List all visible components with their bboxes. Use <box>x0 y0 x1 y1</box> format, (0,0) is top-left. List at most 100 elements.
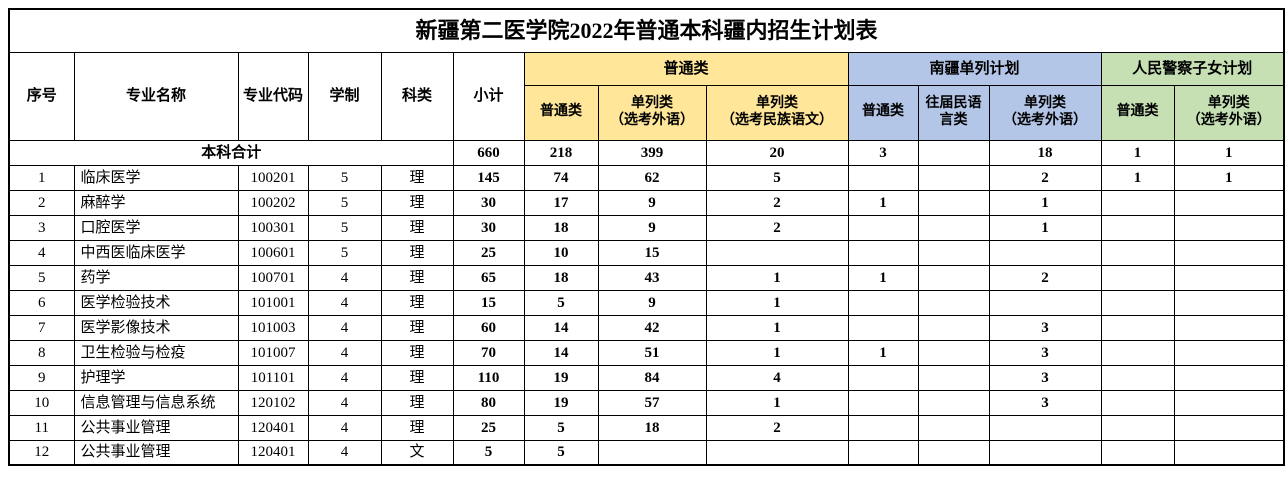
cell-police-regular <box>1100 214 1175 241</box>
cell-major-name: 公共事业管理 <box>73 439 239 466</box>
cell-major-code: 120102 <box>237 389 309 416</box>
cell-police-single-foreign <box>1173 264 1285 291</box>
cell-major-name: 医学检验技术 <box>73 289 239 316</box>
cell-subtotal: 145 <box>452 164 525 191</box>
subcol-single-minority-lang: 单列类 （选考民族语文） <box>705 84 849 141</box>
cell-sx-past-minority-lang <box>917 364 990 391</box>
cell-regular: 19 <box>523 364 599 391</box>
cell-years: 5 <box>307 164 382 191</box>
summary-label: 本科合计 <box>8 139 454 166</box>
cell-regular: 17 <box>523 189 599 216</box>
cell-single-minority-lang: 1 <box>705 339 849 366</box>
cell-seq: 8 <box>8 339 75 366</box>
cell-police-regular <box>1100 414 1175 441</box>
cell-single-minority-lang: 1 <box>705 389 849 416</box>
cell-single-foreign: 43 <box>597 264 707 291</box>
cell-police-single-foreign <box>1173 314 1285 341</box>
cell-major-code: 101001 <box>237 289 309 316</box>
cell-category: 理 <box>380 264 454 291</box>
cell-category: 理 <box>380 289 454 316</box>
cell-police-regular <box>1100 364 1175 391</box>
cell-police-single-foreign <box>1173 239 1285 266</box>
col-header-category: 科类 <box>380 51 454 141</box>
cell-regular: 5 <box>523 439 599 466</box>
cell-category: 理 <box>380 214 454 241</box>
summary-cell-single-foreign: 399 <box>597 139 707 166</box>
cell-seq: 3 <box>8 214 75 241</box>
cell-major-code: 100201 <box>237 164 309 191</box>
summary-cell-subtotal: 660 <box>452 139 525 166</box>
cell-sx-regular <box>847 314 919 341</box>
cell-subtotal: 15 <box>452 289 525 316</box>
cell-sx-regular <box>847 239 919 266</box>
cell-years: 4 <box>307 339 382 366</box>
cell-years: 4 <box>307 289 382 316</box>
cell-sx-single-foreign: 2 <box>988 164 1102 191</box>
cell-single-minority-lang: 2 <box>705 414 849 441</box>
cell-major-code: 100601 <box>237 239 309 266</box>
cell-single-foreign: 62 <box>597 164 707 191</box>
cell-sx-past-minority-lang <box>917 289 990 316</box>
cell-seq: 4 <box>8 239 75 266</box>
cell-major-name: 口腔医学 <box>73 214 239 241</box>
summary-cell-single-minority-lang: 20 <box>705 139 849 166</box>
cell-sx-single-foreign: 1 <box>988 189 1102 216</box>
table-row: 9 护理学 101101 4 理 110 19 84 4 3 <box>8 364 1285 391</box>
summary-cell-police-single-foreign: 1 <box>1173 139 1285 166</box>
subcol-police-regular: 普通类 <box>1100 84 1175 141</box>
cell-sx-regular <box>847 439 919 466</box>
cell-police-single-foreign <box>1173 389 1285 416</box>
cell-category: 理 <box>380 364 454 391</box>
cell-category: 理 <box>380 389 454 416</box>
cell-major-name: 公共事业管理 <box>73 414 239 441</box>
cell-sx-single-foreign <box>988 439 1102 466</box>
cell-years: 4 <box>307 264 382 291</box>
cell-major-code: 100301 <box>237 214 309 241</box>
cell-major-code: 101101 <box>237 364 309 391</box>
cell-police-single-foreign <box>1173 439 1285 466</box>
cell-single-foreign: 84 <box>597 364 707 391</box>
cell-sx-regular: 1 <box>847 264 919 291</box>
group-header-police-children: 人民警察子女计划 <box>1100 51 1285 86</box>
cell-single-minority-lang <box>705 439 849 466</box>
table-row: 5 药学 100701 4 理 65 18 43 1 1 2 <box>8 264 1285 291</box>
cell-regular: 74 <box>523 164 599 191</box>
cell-sx-single-foreign <box>988 414 1102 441</box>
cell-seq: 10 <box>8 389 75 416</box>
cell-single-minority-lang: 5 <box>705 164 849 191</box>
cell-regular: 5 <box>523 414 599 441</box>
cell-police-single-foreign: 1 <box>1173 164 1285 191</box>
cell-major-code: 101003 <box>237 314 309 341</box>
cell-sx-single-foreign: 3 <box>988 339 1102 366</box>
cell-category: 文 <box>380 439 454 466</box>
cell-years: 4 <box>307 439 382 466</box>
cell-police-single-foreign <box>1173 364 1285 391</box>
cell-subtotal: 80 <box>452 389 525 416</box>
cell-police-regular <box>1100 239 1175 266</box>
summary-row: 本科合计 660 218 399 20 3 18 1 1 <box>8 139 1285 166</box>
cell-sx-past-minority-lang <box>917 189 990 216</box>
table-row: 1 临床医学 100201 5 理 145 74 62 5 2 1 1 <box>8 164 1285 191</box>
cell-police-single-foreign <box>1173 189 1285 216</box>
cell-subtotal: 25 <box>452 239 525 266</box>
cell-single-minority-lang: 1 <box>705 264 849 291</box>
cell-police-regular <box>1100 389 1175 416</box>
col-header-years: 学制 <box>307 51 382 141</box>
group-header-southern-xinjiang: 南疆单列计划 <box>847 51 1102 86</box>
cell-category: 理 <box>380 164 454 191</box>
cell-sx-single-foreign: 1 <box>988 214 1102 241</box>
summary-cell-sx-single-foreign: 18 <box>988 139 1102 166</box>
subcol-regular: 普通类 <box>523 84 599 141</box>
cell-single-foreign: 51 <box>597 339 707 366</box>
cell-single-foreign: 15 <box>597 239 707 266</box>
cell-single-foreign: 42 <box>597 314 707 341</box>
enrollment-plan-table: 新疆第二医学院2022年普通本科疆内招生计划表 序号 专业名称 专业代码 学制 … <box>8 8 1286 466</box>
group-header-regular: 普通类 <box>523 51 849 86</box>
cell-police-regular <box>1100 264 1175 291</box>
cell-major-name: 麻醉学 <box>73 189 239 216</box>
cell-sx-regular <box>847 414 919 441</box>
cell-seq: 6 <box>8 289 75 316</box>
cell-subtotal: 30 <box>452 189 525 216</box>
cell-subtotal: 65 <box>452 264 525 291</box>
cell-years: 5 <box>307 214 382 241</box>
